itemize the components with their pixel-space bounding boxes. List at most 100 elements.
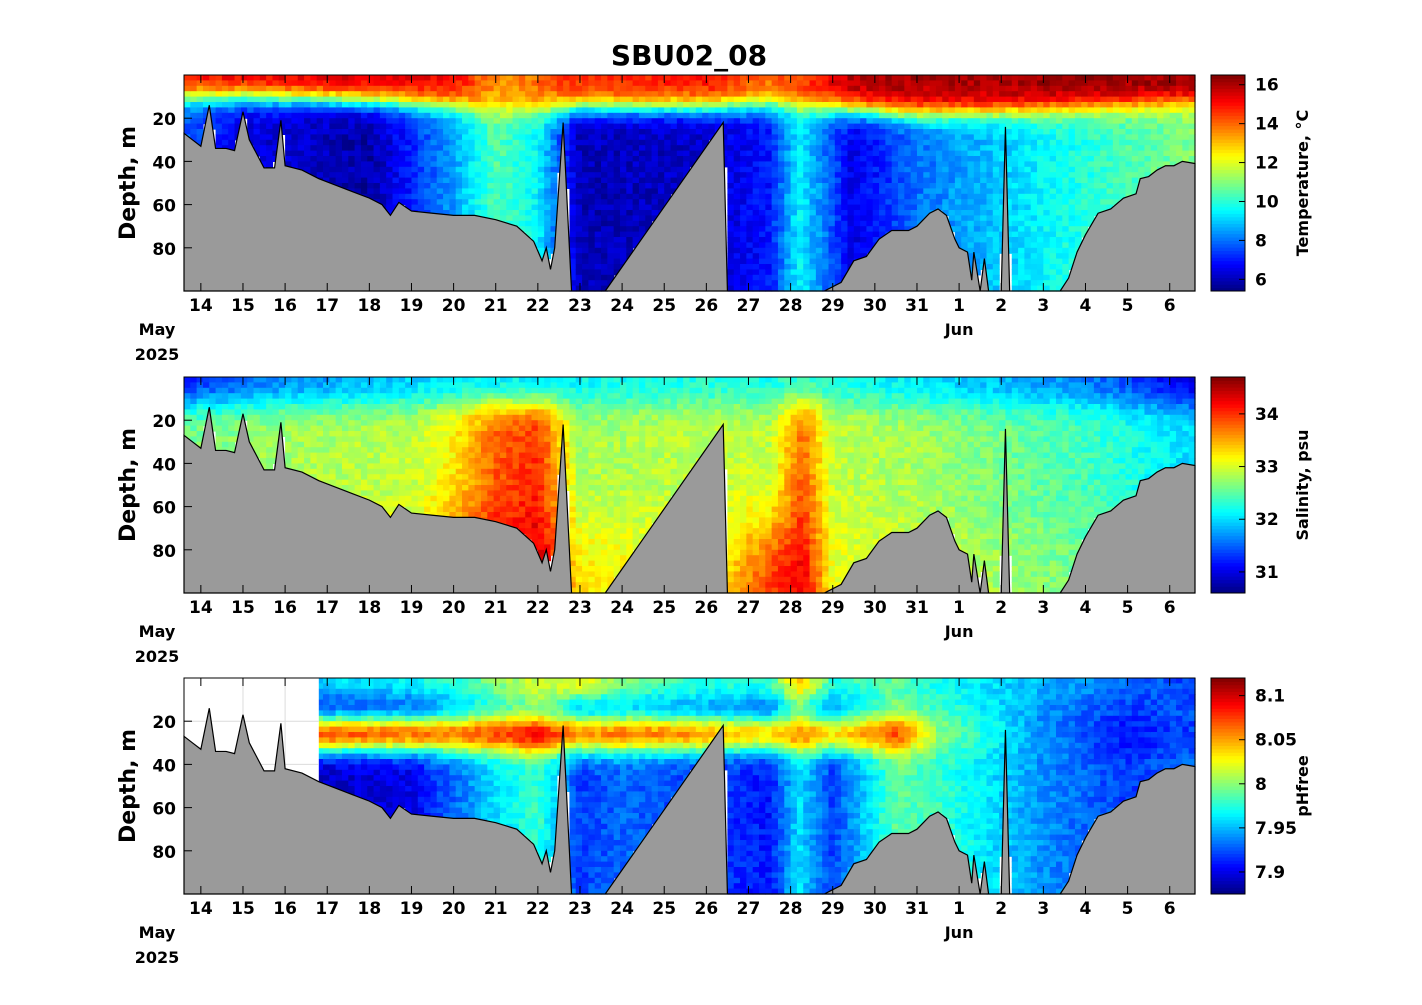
heatmap-cell (967, 75, 975, 81)
heatmap-cell (626, 220, 634, 227)
heatmap-cell (1100, 129, 1108, 135)
heatmap-cell (493, 91, 501, 98)
heatmap-cell (1150, 145, 1158, 152)
heatmap-cell (462, 210, 469, 216)
heatmap-cell (285, 414, 293, 421)
heatmap-cell (278, 420, 286, 427)
heatmap-cell (973, 188, 981, 195)
heatmap-cell (272, 129, 280, 135)
heatmap-cell (828, 242, 836, 249)
heatmap-cell (809, 193, 817, 200)
heatmap-cell (1144, 112, 1152, 119)
heatmap-cell (664, 118, 672, 125)
heatmap-cell (670, 145, 678, 152)
heatmap-cell (841, 156, 849, 162)
heatmap-cell (323, 96, 330, 103)
heatmap-cell (1125, 102, 1133, 108)
heatmap-cell (929, 85, 937, 92)
heatmap-cell (746, 161, 754, 168)
heatmap-cell (822, 80, 830, 87)
heatmap-cell (215, 387, 223, 394)
heatmap-cell (803, 161, 811, 168)
heatmap-cell (594, 75, 602, 81)
heatmap-cell (455, 210, 463, 216)
heatmap-cell (518, 215, 526, 222)
heatmap-cell (790, 80, 798, 87)
heatmap-cell (259, 382, 267, 389)
heatmap-cell (860, 123, 868, 130)
heatmap-cell (449, 204, 457, 211)
heatmap-cell (184, 107, 191, 114)
heatmap-cell (259, 431, 267, 437)
heatmap-cell (234, 377, 242, 383)
heatmap-cell (948, 172, 956, 179)
heatmap-cell (727, 226, 735, 233)
heatmap-cell (980, 183, 988, 189)
heatmap-cell (765, 75, 773, 81)
heatmap-cell (506, 96, 514, 103)
heatmap-cell (594, 139, 602, 146)
heatmap-cell (872, 199, 880, 206)
heatmap-cell (335, 452, 343, 459)
heatmap-cell (765, 237, 773, 243)
heatmap-cell (790, 253, 798, 260)
heatmap-cell (411, 177, 419, 184)
heatmap-cell (1062, 247, 1070, 254)
heatmap-cell (879, 150, 886, 157)
heatmap-cell (638, 226, 646, 233)
heatmap-cell (992, 264, 1000, 270)
heatmap-cell (1093, 199, 1101, 206)
heatmap-cell (468, 204, 476, 211)
heatmap-cell (569, 161, 577, 168)
heatmap-cell (1081, 156, 1089, 162)
heatmap-cell (550, 161, 558, 168)
heatmap-cell (1093, 161, 1101, 168)
heatmap-cell (657, 107, 665, 114)
heatmap-cell (253, 112, 261, 119)
heatmap-cell (304, 91, 311, 98)
heatmap-cell (291, 404, 299, 410)
heatmap-cell (733, 75, 741, 81)
heatmap-cell (323, 409, 330, 416)
heatmap-cell (790, 226, 798, 233)
heatmap-cell (923, 134, 931, 141)
heatmap-cell (834, 220, 842, 227)
heatmap-cell (285, 436, 293, 443)
heatmap-cell (1043, 166, 1051, 173)
heatmap-cell (550, 156, 558, 162)
heatmap-cell (980, 156, 988, 162)
heatmap-cell (316, 118, 324, 125)
heatmap-cell (341, 377, 349, 383)
heatmap-cell (196, 382, 204, 389)
heatmap-cell (1131, 102, 1139, 108)
heatmap-cell (916, 91, 924, 98)
heatmap-cell (916, 75, 924, 81)
heatmap-cell (714, 96, 722, 103)
heatmap-cell (1150, 123, 1158, 130)
heatmap-cell (506, 118, 514, 125)
heatmap-cell (531, 129, 539, 135)
heatmap-cell (398, 188, 406, 195)
heatmap-cell (676, 172, 684, 179)
heatmap-cell (1024, 123, 1032, 130)
heatmap-cell (259, 80, 267, 87)
heatmap-cell (759, 75, 766, 81)
heatmap-cell (657, 91, 665, 98)
heatmap-cell (632, 85, 640, 92)
heatmap-cell (809, 258, 817, 265)
heatmap-cell (493, 193, 501, 200)
heatmap-cell (291, 139, 299, 146)
heatmap-cell (910, 166, 918, 173)
heatmap-cell (847, 242, 855, 249)
heatmap-cell (335, 118, 343, 125)
heatmap-cell (190, 129, 198, 135)
heatmap-cell (531, 188, 539, 195)
heatmap-cell (297, 452, 305, 459)
heatmap-cell (259, 441, 267, 448)
heatmap-cell (588, 161, 596, 168)
heatmap-cell (228, 404, 236, 410)
heatmap-cell (613, 134, 621, 141)
heatmap-cell (841, 226, 849, 233)
heatmap-cell (860, 161, 868, 168)
heatmap-cell (512, 199, 520, 206)
